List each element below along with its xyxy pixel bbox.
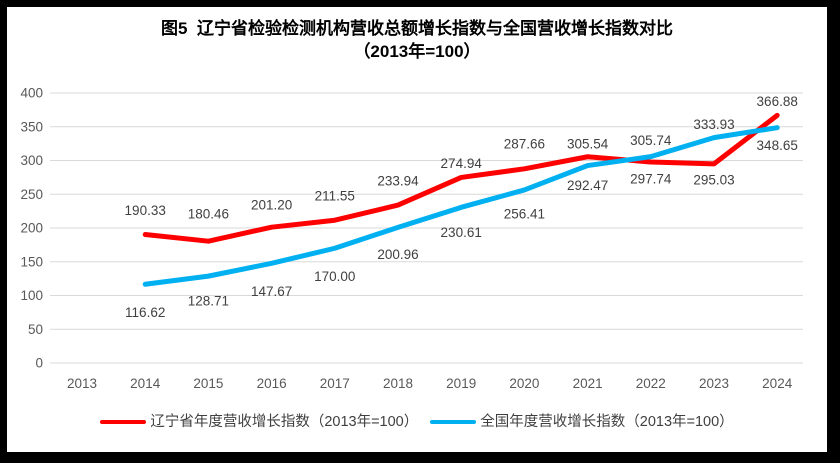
data-label: 292.47 — [567, 178, 608, 193]
chart-subtitle: （2013年=100） — [353, 42, 481, 61]
chart-legend: 辽宁省年度营收增长指数（2013年=100） 全国年度营收增长指数（2013年=… — [7, 413, 827, 431]
y-tick-label: 150 — [20, 254, 43, 269]
y-tick-label: 50 — [28, 322, 43, 337]
data-label: 274.94 — [441, 156, 483, 171]
data-label: 256.41 — [504, 206, 545, 221]
y-tick-label: 200 — [20, 221, 43, 236]
legend-item-liaoning: 辽宁省年度营收增长指数（2013年=100） — [100, 413, 418, 431]
data-label: 366.88 — [757, 94, 798, 109]
chart-title: 图5 辽宁省检验检测机构营收总额增长指数与全国营收增长指数对比 — [161, 19, 673, 38]
legend-line-swatch-red — [100, 420, 147, 424]
y-tick-label: 300 — [20, 153, 43, 168]
data-label: 180.46 — [188, 207, 229, 222]
data-label: 305.74 — [630, 133, 672, 148]
y-tick-label: 100 — [20, 288, 43, 303]
data-label: 211.55 — [315, 189, 355, 204]
y-tick-label: 0 — [35, 356, 43, 371]
legend-label-national: 全国年度营收增长指数（2013年=100） — [480, 414, 734, 430]
legend-label-liaoning: 辽宁省年度营收增长指数（2013年=100） — [150, 414, 419, 430]
x-tick-label: 2019 — [446, 376, 476, 391]
data-label: 348.65 — [757, 138, 798, 153]
x-tick-label: 2017 — [320, 376, 350, 391]
data-label: 295.03 — [693, 172, 734, 187]
x-tick-label: 2024 — [762, 376, 793, 391]
data-label: 230.61 — [441, 225, 482, 240]
data-label: 147.67 — [251, 284, 292, 299]
y-tick-label: 250 — [20, 187, 43, 202]
x-tick-label: 2016 — [257, 376, 287, 391]
data-label: 233.94 — [377, 174, 419, 189]
series-line-0 — [142, 112, 780, 244]
data-label: 333.93 — [693, 117, 734, 132]
x-tick-label: 2023 — [699, 376, 729, 391]
data-label: 287.66 — [504, 136, 545, 151]
y-tick-label: 400 — [20, 86, 43, 101]
data-label: 128.71 — [188, 294, 229, 309]
legend-item-national: 全国年度营收增长指数（2013年=100） — [430, 413, 734, 431]
series-line-1 — [142, 125, 780, 287]
data-label: 200.96 — [377, 247, 418, 262]
x-tick-label: 2018 — [383, 376, 413, 391]
chart-title-block: 图5 辽宁省检验检测机构营收总额增长指数与全国营收增长指数对比 （2013年=1… — [7, 17, 827, 63]
data-label: 305.54 — [567, 136, 609, 151]
data-label: 116.62 — [125, 305, 165, 320]
data-label: 201.20 — [251, 198, 292, 213]
data-label: 297.74 — [630, 172, 672, 187]
x-tick-label: 2014 — [130, 376, 161, 391]
chart-canvas: 图5 辽宁省检验检测机构营收总额增长指数与全国营收增长指数对比 （2013年=1… — [7, 7, 827, 452]
legend-line-swatch-blue — [430, 420, 477, 424]
x-tick-label: 2013 — [67, 376, 97, 391]
y-tick-label: 350 — [20, 119, 43, 134]
x-tick-label: 2021 — [573, 376, 603, 391]
x-tick-label: 2022 — [636, 376, 666, 391]
data-label: 190.33 — [125, 203, 166, 218]
x-tick-label: 2015 — [193, 376, 223, 391]
x-tick-label: 2020 — [509, 376, 539, 391]
data-label: 170.00 — [314, 269, 355, 284]
